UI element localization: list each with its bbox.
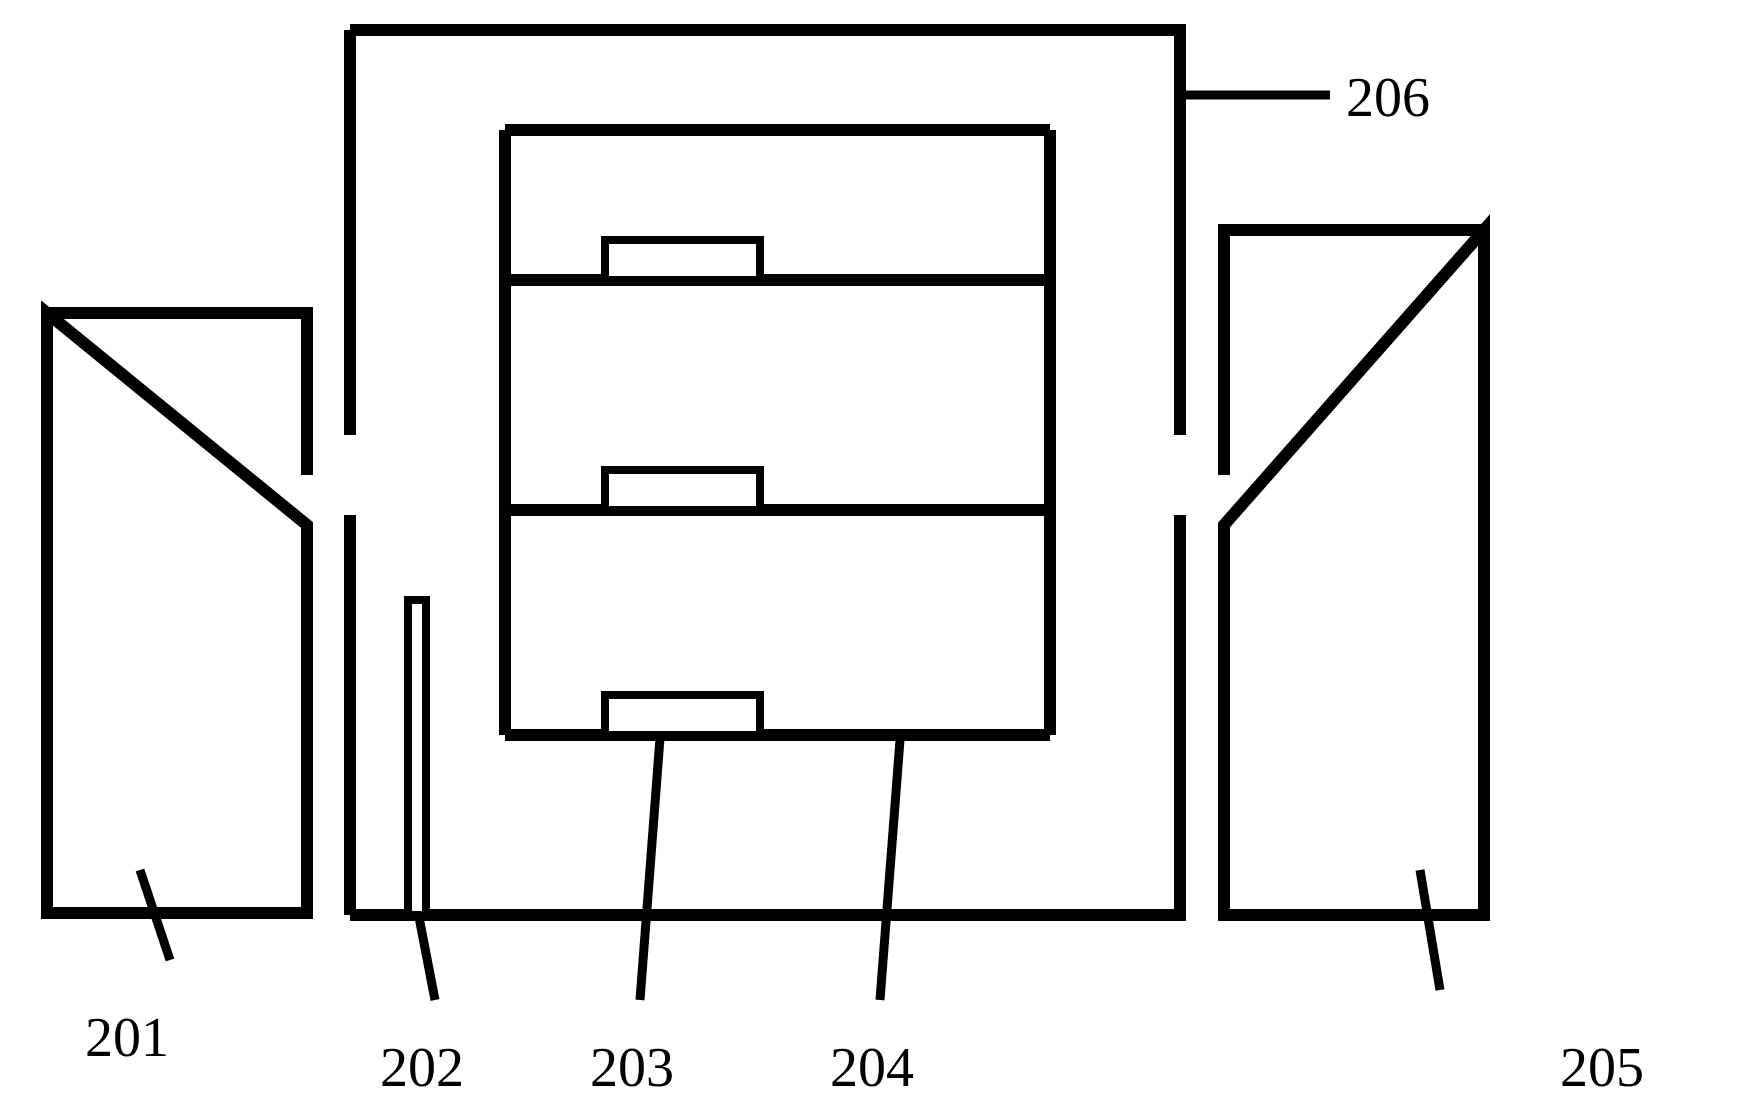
leader-l203: [640, 738, 660, 1000]
leader-l205: [1420, 870, 1440, 990]
sample-203-2: [605, 470, 760, 510]
label-202: 202: [380, 1040, 464, 1096]
label-205: 205: [1560, 1040, 1644, 1096]
sample-203-1: [605, 240, 760, 280]
leader-l202: [418, 912, 435, 1000]
leader-l204: [880, 740, 900, 1000]
label-204: 204: [830, 1040, 914, 1096]
label-203: 203: [590, 1040, 674, 1096]
label-201: 201: [85, 1010, 169, 1066]
left-box-201: [47, 313, 307, 913]
label-206: 206: [1346, 70, 1430, 126]
sample-203-3: [605, 695, 760, 735]
right-box-205: [1224, 230, 1484, 915]
diagram-svg: [0, 0, 1746, 1094]
thin-rod-202: [408, 600, 426, 915]
